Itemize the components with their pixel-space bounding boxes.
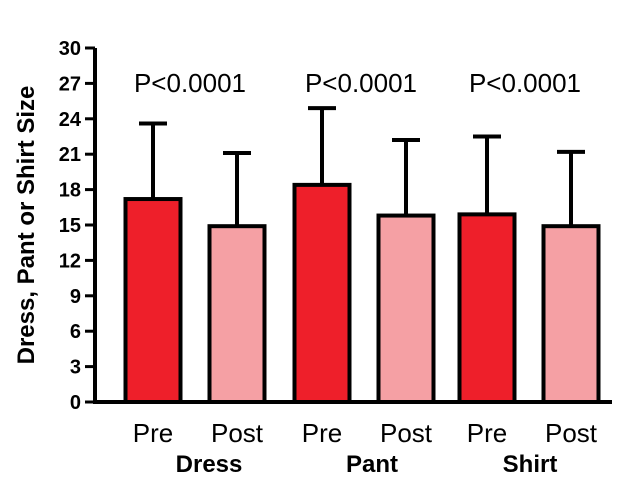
x-tick-label-pant-post: Post [380,418,433,448]
y-tick-label-18: 18 [59,180,81,202]
y-tick-label-3: 3 [70,357,81,379]
bar-dress-post [207,224,267,404]
group-label-pant: Pant [346,451,398,478]
y-tick-label-21: 21 [59,144,81,166]
y-tick-label-6: 6 [70,321,81,343]
group-label-dress: Dress [176,451,243,478]
y-tick-label-12: 12 [59,250,81,272]
y-tick-label-15: 15 [59,215,81,237]
x-tick-label-dress-pre: Pre [133,418,173,448]
y-tick-label-30: 30 [59,38,81,60]
bar-pant-post [376,213,436,404]
p-value-shirt: P<0.0001 [469,68,581,98]
x-tick-label-shirt-post: Post [545,418,598,448]
x-tick-label-dress-post: Post [211,418,264,448]
y-tick-label-24: 24 [59,109,82,131]
y-tick-label-9: 9 [70,286,81,308]
p-value-dress: P<0.0001 [134,68,246,98]
p-value-pant: P<0.0001 [305,68,417,98]
y-tick-label-27: 27 [59,73,81,95]
y-axis-title: Dress, Pant or Shirt Size [13,86,40,365]
x-tick-label-pant-pre: Pre [302,418,342,448]
bar-shirt-post [541,224,601,404]
bar-pant-pre [292,182,352,404]
group-label-shirt: Shirt [503,451,558,478]
bar-dress-pre [123,197,183,404]
x-tick-label-shirt-pre: Pre [467,418,507,448]
y-tick-label-0: 0 [70,392,81,414]
bar-shirt-pre [457,212,517,404]
